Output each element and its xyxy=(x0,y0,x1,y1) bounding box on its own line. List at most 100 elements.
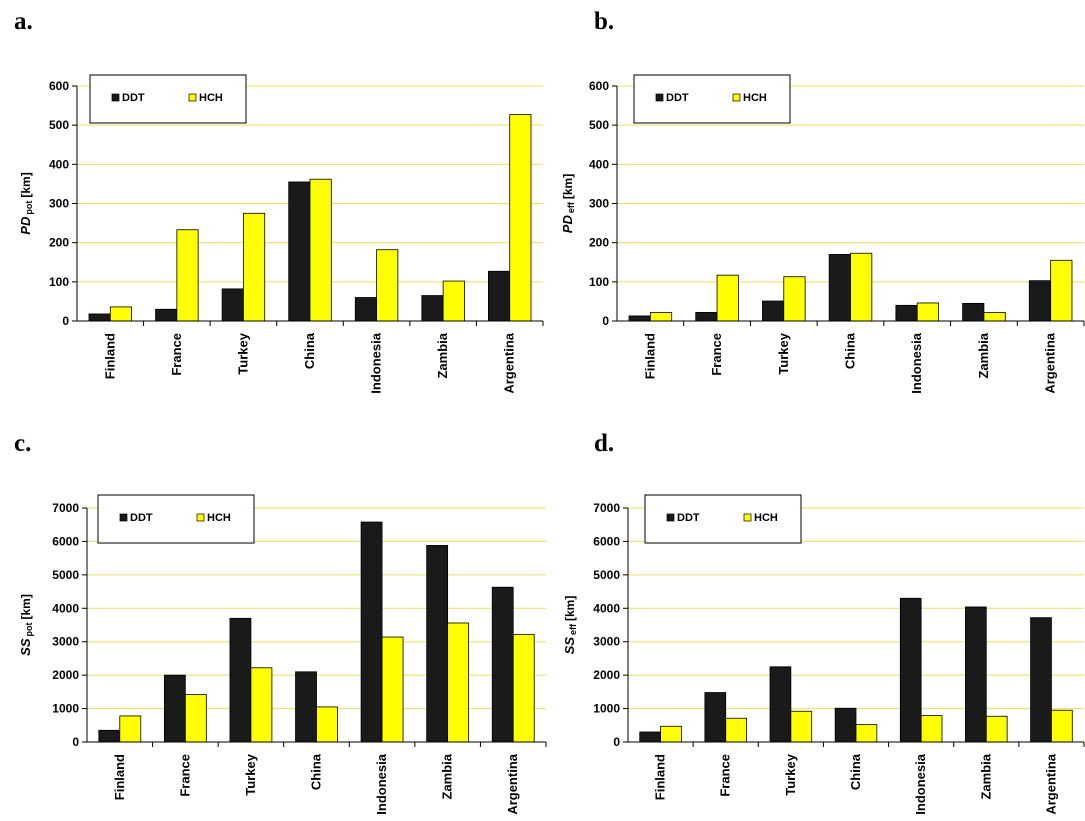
bar-hch-finland xyxy=(109,306,132,322)
legend-label-ddt: DDT xyxy=(130,512,153,524)
y-tick-label: 4000 xyxy=(593,601,620,615)
bar-ddt-zambia xyxy=(965,606,987,743)
chart-svg-a: 0 100 200 300 400 500 600 Finland France Turkey Ch… xyxy=(18,74,544,394)
category-label: Indonesia xyxy=(913,753,928,814)
y-tick-label: 400 xyxy=(589,157,609,171)
y-tick-label: 0 xyxy=(602,314,609,328)
y-tick-label: 100 xyxy=(49,275,69,289)
bar-ddt-finland xyxy=(88,313,111,322)
bar-hch-zambia xyxy=(442,280,465,322)
category-label: Zambia xyxy=(440,753,455,799)
y-axis-label: SSpot [km] xyxy=(18,594,34,656)
y-tick-label: 0 xyxy=(62,314,69,328)
legend-label-hch: HCH xyxy=(199,92,223,104)
bar-ddt-argentina xyxy=(488,270,511,322)
chart-panel-b: b. 0 100 200 300 400 500 600 Finland France Turke… xyxy=(542,0,1085,410)
legend-swatch-ddt xyxy=(111,93,120,102)
legend-swatch-hch xyxy=(196,513,205,522)
legend-swatch-ddt xyxy=(666,513,675,522)
y-tick-label: 300 xyxy=(49,197,69,211)
category-label: Turkey xyxy=(783,753,798,795)
bar-hch-china xyxy=(850,252,873,322)
bar-ddt-argentina xyxy=(1030,617,1052,743)
bar-ddt-indonesia xyxy=(360,521,383,743)
legend-label-hch: HCH xyxy=(207,512,231,524)
y-tick-label: 200 xyxy=(49,236,69,250)
bar-hch-zambia xyxy=(983,311,1006,322)
y-tick-label: 100 xyxy=(589,275,609,289)
bar-ddt-zambia xyxy=(421,295,444,322)
bar-hch-argentina xyxy=(1050,259,1073,322)
y-tick-label: 500 xyxy=(589,118,609,132)
category-label: China xyxy=(302,332,317,369)
y-tick-label: 400 xyxy=(49,157,69,171)
bar-hch-china xyxy=(316,706,338,743)
bar-ddt-indonesia xyxy=(895,304,918,322)
bar-hch-turkey xyxy=(783,276,806,322)
y-tick-label: 2000 xyxy=(52,668,79,682)
category-label: Argentina xyxy=(1043,753,1058,814)
y-tick-label: 6000 xyxy=(52,534,79,548)
bar-hch-argentina xyxy=(512,633,535,743)
bar-ddt-argentina xyxy=(1028,280,1052,322)
y-axis-label: PD eff [km] xyxy=(560,174,576,233)
bar-ddt-france xyxy=(695,311,718,322)
legend-swatch-hch xyxy=(732,93,741,102)
y-tick-label: 3000 xyxy=(593,635,620,649)
category-label: China xyxy=(848,753,863,790)
category-label: China xyxy=(309,753,324,790)
y-tick-label: 600 xyxy=(49,79,69,93)
bar-hch-france xyxy=(716,274,739,322)
legend-label-ddt: DDT xyxy=(677,512,700,524)
bar-ddt-france xyxy=(163,674,186,743)
y-axis-label-unit: [km] xyxy=(561,174,575,199)
category-label: Zambia xyxy=(976,332,991,378)
y-tick-label: 3000 xyxy=(52,635,79,649)
bar-hch-zambia xyxy=(985,715,1008,743)
category-label: France xyxy=(709,333,724,376)
category-label: Finland xyxy=(653,754,668,800)
y-tick-label: 0 xyxy=(72,735,79,749)
chart-panel-c: c. 0 1000 2000 3000 4000 5000 6000 7000 Finland F… xyxy=(0,410,547,820)
bar-ddt-turkey xyxy=(229,617,252,743)
bar-ddt-indonesia xyxy=(899,597,922,743)
y-axis-label-main: PD xyxy=(560,215,575,234)
category-label: Argentina xyxy=(502,332,517,393)
bar-hch-turkey xyxy=(250,667,273,743)
bar-hch-france xyxy=(176,229,199,322)
y-tick-label: 6000 xyxy=(593,534,620,548)
bar-ddt-turkey xyxy=(769,666,792,743)
y-tick-label: 4000 xyxy=(52,601,79,615)
category-label: France xyxy=(177,754,192,797)
y-tick-label: 7000 xyxy=(593,501,620,515)
legend: DDT HCH xyxy=(644,494,802,544)
legend-label-hch: HCH xyxy=(754,512,778,524)
panel-label-a: a. xyxy=(14,8,33,35)
y-axis-label: PDpot [km] xyxy=(18,172,34,234)
y-axis-label-main: SS xyxy=(562,637,577,655)
bar-hch-argentina xyxy=(1051,709,1073,743)
y-tick-label: 5000 xyxy=(52,568,79,582)
bar-ddt-finland xyxy=(639,731,661,743)
bar-hch-zambia xyxy=(447,622,470,743)
bar-ddt-zambia xyxy=(426,545,449,743)
y-axis-label-main: PD xyxy=(18,216,33,235)
bar-ddt-zambia xyxy=(962,302,985,322)
category-label: Zambia xyxy=(978,753,993,799)
category-label: France xyxy=(718,754,733,797)
bar-hch-finland xyxy=(660,725,682,743)
y-tick-label: 1000 xyxy=(52,702,79,716)
y-tick-label: 300 xyxy=(589,197,609,211)
chart-panel-a: a. 0 100 200 300 400 500 600 Finland France Turke… xyxy=(0,0,544,410)
chart-svg-c: 0 1000 2000 3000 4000 5000 6000 7000 Finland Fran… xyxy=(18,494,547,815)
bar-hch-turkey xyxy=(243,212,266,322)
bar-ddt-turkey xyxy=(221,288,244,322)
legend: DDT HCH xyxy=(97,494,255,544)
panel-label-b: b. xyxy=(594,8,615,35)
legend-label-ddt: DDT xyxy=(122,92,145,104)
bar-hch-france xyxy=(725,717,747,743)
y-axis-label-unit: [km] xyxy=(563,596,577,621)
y-tick-label: 200 xyxy=(589,236,609,250)
y-axis-label-unit: [km] xyxy=(19,594,33,619)
category-label: Finland xyxy=(112,754,127,800)
